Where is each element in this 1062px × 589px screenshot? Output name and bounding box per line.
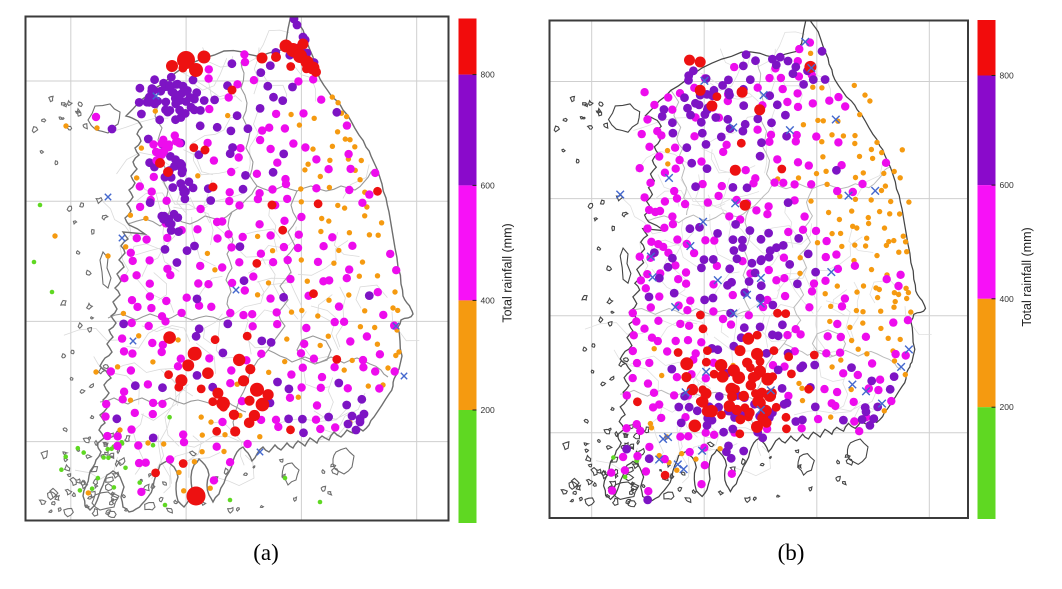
svg-text:(a): (a) <box>253 540 279 565</box>
svg-text:Total rainfall (mm): Total rainfall (mm) <box>1020 227 1034 326</box>
svg-text:800: 800 <box>1000 71 1014 81</box>
svg-text:Total rainfall (mm): Total rainfall (mm) <box>501 223 515 322</box>
svg-text:200: 200 <box>1000 402 1014 412</box>
svg-text:200: 200 <box>481 405 495 415</box>
svg-text:(b): (b) <box>778 540 805 565</box>
svg-text:800: 800 <box>481 70 495 80</box>
svg-text:400: 400 <box>481 295 495 305</box>
svg-text:400: 400 <box>1000 294 1014 304</box>
svg-text:600: 600 <box>481 180 495 190</box>
svg-text:600: 600 <box>1000 180 1014 190</box>
